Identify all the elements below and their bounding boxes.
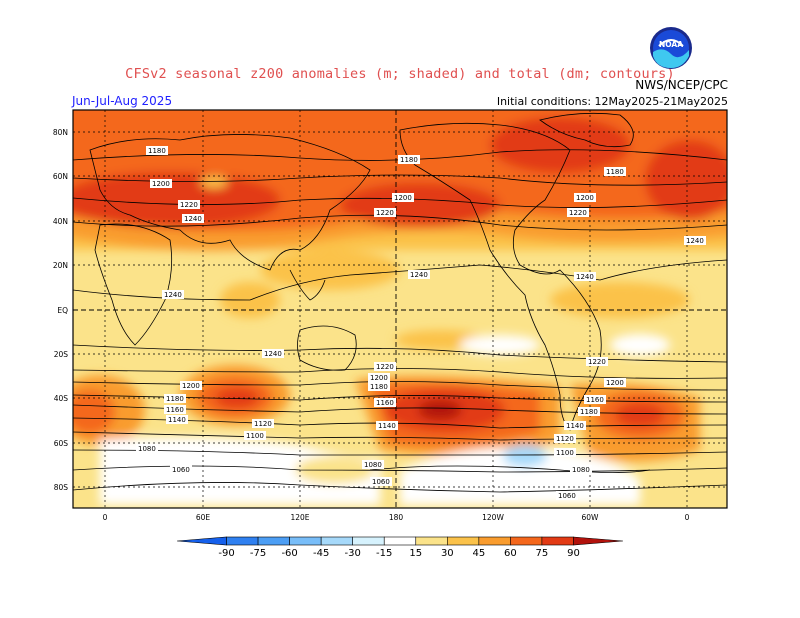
colorbar-label: 90 xyxy=(567,548,580,559)
contour-label: 1240 xyxy=(686,237,704,245)
contour-label: 1080 xyxy=(572,466,590,474)
contour-label: 1240 xyxy=(184,215,202,223)
colorbar-swatch xyxy=(478,536,511,546)
contour-label: 1140 xyxy=(378,422,396,430)
contour-label: 1240 xyxy=(410,271,428,279)
colorbar-label: -45 xyxy=(313,548,329,559)
contour-label: 1060 xyxy=(372,478,390,486)
contour-label: 1220 xyxy=(180,201,198,209)
contour-label: 1100 xyxy=(556,449,574,457)
contour-label: 1180 xyxy=(400,156,418,164)
colorbar-swatch xyxy=(573,536,624,546)
lat-tick: EQ xyxy=(57,306,68,315)
longitude-ticks: 0 60E 120E 180 120W 60W 0 xyxy=(103,513,690,522)
colorbar-label: -30 xyxy=(345,548,361,559)
lat-tick: 40S xyxy=(54,394,69,403)
contour-label: 1240 xyxy=(576,273,594,281)
contour-label: 1180 xyxy=(148,147,166,155)
season-label: Jun-Jul-Aug 2025 xyxy=(72,94,173,108)
contour-labels: 1180 1200 1220 1180 1200 1220 1180 1200 … xyxy=(136,146,706,500)
contour-label: 1060 xyxy=(558,492,576,500)
lat-tick: 60N xyxy=(53,172,68,181)
colorbar-label: 45 xyxy=(472,548,485,559)
coastlines xyxy=(89,112,651,473)
contour-label: 1120 xyxy=(556,435,574,443)
initial-conditions-label: Initial conditions: 12May2025-21May2025 xyxy=(496,95,728,108)
contour-label: 1120 xyxy=(254,420,272,428)
colorbar-label: -75 xyxy=(250,548,266,559)
lat-tick: 40N xyxy=(53,217,68,226)
colorbar-swatch xyxy=(176,536,227,546)
contour-label: 1220 xyxy=(569,209,587,217)
contour-label: 1200 xyxy=(370,374,388,382)
contour-label: 1220 xyxy=(376,363,394,371)
contour-label: 1060 xyxy=(172,466,190,474)
colorbar-swatch xyxy=(289,536,322,546)
lon-tick: 60E xyxy=(196,513,211,522)
lat-tick: 80S xyxy=(54,483,69,492)
lat-tick: 60S xyxy=(54,439,69,448)
lon-tick: 120E xyxy=(290,513,309,522)
contour-label: 1080 xyxy=(138,445,156,453)
colorbar-swatch xyxy=(383,536,417,546)
colorbar-swatch xyxy=(226,536,259,546)
lat-tick: 20N xyxy=(53,261,68,270)
contour-label: 1220 xyxy=(588,358,606,366)
map-frame xyxy=(72,109,728,509)
lon-tick: 180 xyxy=(389,513,404,522)
svg-text:NOAA: NOAA xyxy=(659,40,683,49)
lat-tick: 80N xyxy=(53,128,68,137)
graticule xyxy=(73,110,727,508)
chart-title: CFSv2 seasonal z200 anomalies (m; shaded… xyxy=(125,66,675,82)
colorbar-swatch xyxy=(257,536,290,546)
colorbar-label: -90 xyxy=(218,548,234,559)
colorbar-label: -15 xyxy=(376,548,392,559)
colorbar-label: 30 xyxy=(441,548,454,559)
contour-label: 1080 xyxy=(364,461,382,469)
contour-label: 1200 xyxy=(606,379,624,387)
colorbar-label: 75 xyxy=(536,548,549,559)
colorbar: -90 -75 -60 -45 -30 -15 15 30 45 60 75 90 xyxy=(176,536,624,559)
contour-label: 1240 xyxy=(164,291,182,299)
colorbar-label: 60 xyxy=(504,548,517,559)
colorbar-swatch xyxy=(447,536,480,546)
colorbar-swatch xyxy=(352,536,385,546)
contour-label: 1240 xyxy=(264,350,282,358)
lat-tick: 20S xyxy=(54,350,69,359)
contour-label: 1180 xyxy=(166,395,184,403)
contour-label: 1200 xyxy=(394,194,412,202)
colorbar-swatch xyxy=(320,536,353,546)
contour-label: 1180 xyxy=(606,168,624,176)
lon-tick: 0 xyxy=(685,513,690,522)
colorbar-label: 15 xyxy=(409,548,422,559)
contour-label: 1140 xyxy=(168,416,186,424)
colorbar-swatch xyxy=(415,536,448,546)
lon-tick: 0 xyxy=(103,513,108,522)
latitude-ticks: 80N 60N 40N 20N EQ 20S 40S 60S 80S xyxy=(53,128,68,492)
colorbar-label: -60 xyxy=(281,548,297,559)
equator-dateline xyxy=(73,110,727,508)
lon-tick: 120W xyxy=(482,513,504,522)
contour-label: 1180 xyxy=(580,408,598,416)
contour-label: 1220 xyxy=(376,209,394,217)
lon-tick: 60W xyxy=(582,513,600,522)
contour-label: 1140 xyxy=(566,422,584,430)
agency-label: NWS/NCEP/CPC xyxy=(635,78,728,92)
contour-label: 1200 xyxy=(182,382,200,390)
contour-label: 1180 xyxy=(370,383,388,391)
contour-label: 1160 xyxy=(376,399,394,407)
contour-label: 1200 xyxy=(152,180,170,188)
noaa-logo: NOAA xyxy=(650,27,692,69)
contour-label: 1160 xyxy=(166,406,184,414)
colorbar-swatch xyxy=(541,536,574,546)
contour-label: 1200 xyxy=(576,194,594,202)
contour-label: 1100 xyxy=(246,432,264,440)
contour-label: 1160 xyxy=(586,396,604,404)
colorbar-swatch xyxy=(510,536,543,546)
